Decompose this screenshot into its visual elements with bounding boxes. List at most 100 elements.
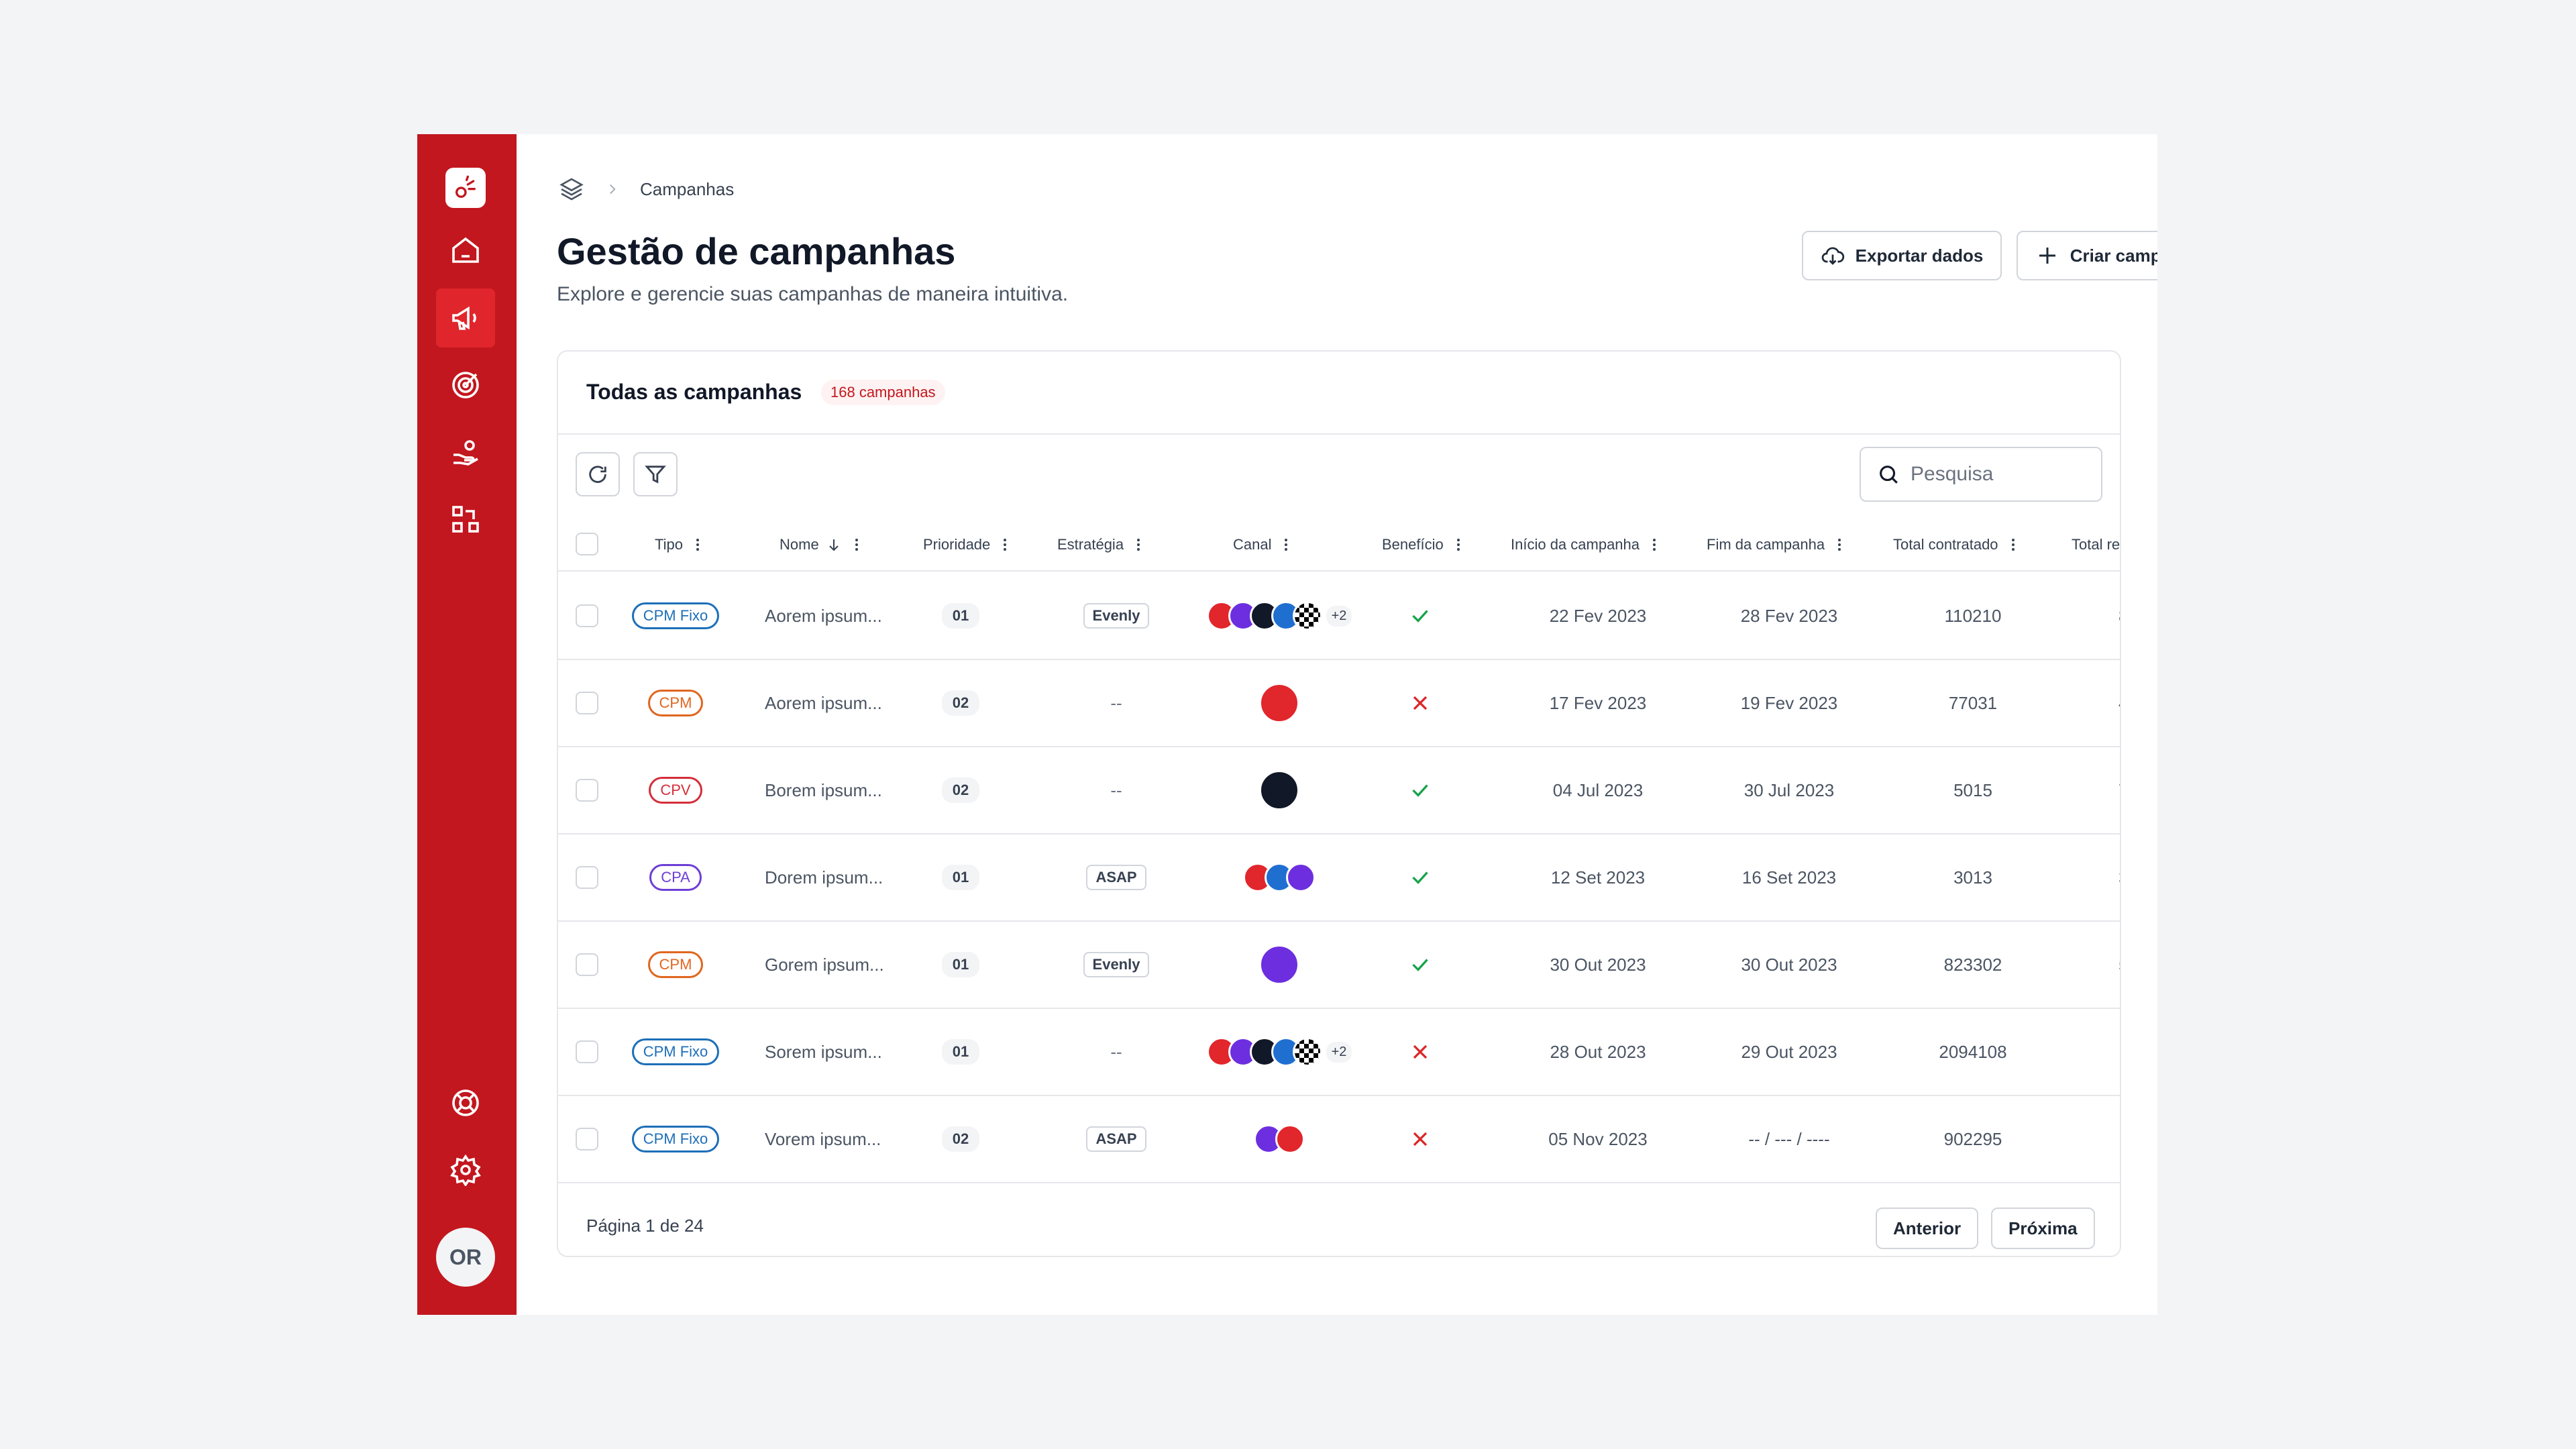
layers-icon[interactable] <box>558 176 585 203</box>
end-date: 29 Out 2023 <box>1741 1041 1837 1062</box>
more-vertical-icon[interactable] <box>1130 537 1146 553</box>
arrow-down-icon[interactable] <box>826 537 842 553</box>
start-date: 04 Jul 2023 <box>1552 780 1644 800</box>
strategy-empty: -- <box>1110 692 1122 713</box>
hand-coins-icon <box>453 440 478 466</box>
column-total-contratado[interactable]: Total contratado <box>1893 518 2021 572</box>
more-vertical-icon[interactable] <box>690 537 706 553</box>
table-header: Tipo Nome Prioridade Estratégia Canal Be… <box>558 518 2120 572</box>
refresh-button[interactable] <box>576 452 620 496</box>
x-icon <box>1413 696 1428 710</box>
previous-page-button[interactable]: Anterior <box>1876 1208 1979 1249</box>
end-date: 28 Fev 2023 <box>1740 605 1838 626</box>
column-total-contratado-label: Total contratado <box>1893 536 1998 553</box>
end-date: 30 Out 2023 <box>1741 954 1837 975</box>
table-row[interactable]: CPV Borem ipsum... 02 -- 04 Jul 2023 30 Jul 2… <box>558 747 2120 835</box>
campaign-name[interactable]: Sorem ipsum... <box>765 1041 882 1062</box>
row-checkbox[interactable] <box>576 692 598 714</box>
main-content: Campanhas Gestão de campanhas Explore e … <box>517 134 2157 1315</box>
check-icon <box>1412 959 1428 971</box>
page-title: Gestão de campanhas <box>557 230 956 272</box>
total-contracted: 77031 <box>1948 692 1998 713</box>
column-canal[interactable]: Canal <box>1233 518 1294 572</box>
start-date: 30 Out 2023 <box>1550 954 1646 975</box>
total-contracted: 5015 <box>1953 780 1992 800</box>
row-checkbox[interactable] <box>576 1040 598 1063</box>
sidebar-item-goals[interactable] <box>436 356 495 415</box>
more-vertical-icon[interactable] <box>2005 537 2021 553</box>
more-vertical-icon[interactable] <box>1278 537 1294 553</box>
row-checkbox[interactable] <box>576 953 598 976</box>
row-checkbox[interactable] <box>576 1128 598 1150</box>
more-vertical-icon[interactable] <box>1646 537 1662 553</box>
filter-button[interactable] <box>633 452 678 496</box>
more-vertical-icon[interactable] <box>849 537 865 553</box>
column-total-r-label: Total re <box>2072 536 2121 553</box>
breadcrumb-current[interactable]: Campanhas <box>640 178 735 199</box>
strategy-badge: Evenly <box>1083 603 1150 629</box>
table-row[interactable]: CPA Dorem ipsum... 01 ASAP 12 Set 2023 16 Set… <box>558 835 2120 922</box>
end-date: -- / --- / ---- <box>1748 1128 1830 1149</box>
row-checkbox[interactable] <box>576 779 598 802</box>
campaign-name[interactable]: Gorem ipsum... <box>765 954 884 975</box>
home-icon <box>452 237 479 263</box>
export-button-label: Exportar dados <box>1855 245 1984 266</box>
export-button[interactable]: Exportar dados <box>1802 231 2002 280</box>
table-row[interactable]: CPM Aorem ipsum... 02 -- 17 Fev 2023 19 Fev 2… <box>558 660 2120 747</box>
sidebar-item-benefits[interactable] <box>436 423 495 482</box>
row-checkbox[interactable] <box>576 604 598 627</box>
sidebar-item-settings[interactable] <box>436 1140 495 1199</box>
total-r-value: 4 <box>2118 660 2120 746</box>
channel-claro-icon <box>1275 1124 1305 1154</box>
column-inicio[interactable]: Início da campanha <box>1511 518 1662 572</box>
campaign-name[interactable]: Dorem ipsum... <box>765 867 883 888</box>
campaign-name[interactable]: Borem ipsum... <box>765 780 882 800</box>
campaign-name[interactable]: Aorem ipsum... <box>765 692 882 713</box>
table-row[interactable]: CPM Gorem ipsum... 01 Evenly 30 Out 2023 30 O… <box>558 922 2120 1009</box>
column-beneficio[interactable]: Benefício <box>1382 518 1466 572</box>
sidebar-item-campaigns[interactable] <box>436 288 495 347</box>
column-tipo[interactable]: Tipo <box>655 518 706 572</box>
select-all-checkbox[interactable] <box>576 533 598 555</box>
sidebar-item-support[interactable] <box>436 1073 495 1132</box>
channel-push-icon <box>1286 863 1316 892</box>
campaign-name[interactable]: Aorem ipsum... <box>765 605 882 626</box>
x-icon <box>1413 1132 1428 1146</box>
row-checkbox[interactable] <box>576 866 598 889</box>
column-tipo-label: Tipo <box>655 536 683 553</box>
channel-more-count: +2 <box>1326 605 1352 627</box>
sidebar-item-flows[interactable] <box>436 490 495 549</box>
column-total-r[interactable]: Total re <box>2072 518 2120 572</box>
more-vertical-icon[interactable] <box>1450 537 1466 553</box>
priority-badge: 01 <box>941 865 980 890</box>
table-row[interactable]: CPM Fixo Vorem ipsum... 02 ASAP 05 Nov 2023 -… <box>558 1096 2120 1183</box>
channel-checker-icon <box>1292 1037 1322 1067</box>
type-badge: CPM Fixo <box>631 602 720 629</box>
create-campaign-button[interactable]: Criar campanha <box>2017 231 2157 280</box>
search-field[interactable] <box>1860 447 2102 502</box>
more-vertical-icon[interactable] <box>1831 537 1847 553</box>
table-row[interactable]: CPM Fixo Sorem ipsum... 01 -- +2 28 Out 2023 2… <box>558 1009 2120 1096</box>
check-icon <box>1412 784 1428 797</box>
priority-badge: 02 <box>941 690 980 716</box>
page-subtitle: Explore e gerencie suas campanhas de man… <box>557 283 1069 305</box>
campaign-name[interactable]: Vorem ipsum... <box>765 1128 881 1149</box>
chevron-right-icon <box>610 184 616 195</box>
total-r-value: 3 <box>2118 835 2120 920</box>
column-estrategia[interactable]: Estratégia <box>1057 518 1146 572</box>
search-input[interactable] <box>1911 463 2085 486</box>
next-page-button[interactable]: Próxima <box>1991 1208 2095 1249</box>
priority-badge: 01 <box>941 952 980 977</box>
workflow-icon <box>452 506 479 533</box>
column-prioridade[interactable]: Prioridade <box>923 518 1013 572</box>
avatar[interactable]: OR <box>436 1228 495 1287</box>
more-vertical-icon[interactable] <box>997 537 1013 553</box>
app-logo[interactable] <box>445 168 486 208</box>
type-badge: CPV <box>649 777 702 804</box>
table-row[interactable]: CPM Fixo Aorem ipsum... 01 Evenly +2 22 Fev 2… <box>558 573 2120 660</box>
column-nome[interactable]: Nome <box>780 518 865 572</box>
column-fim[interactable]: Fim da campanha <box>1707 518 1847 572</box>
sidebar-item-home[interactable] <box>436 221 495 280</box>
priority-badge: 02 <box>941 1126 980 1152</box>
card-title: Todas as campanhas <box>586 380 802 404</box>
